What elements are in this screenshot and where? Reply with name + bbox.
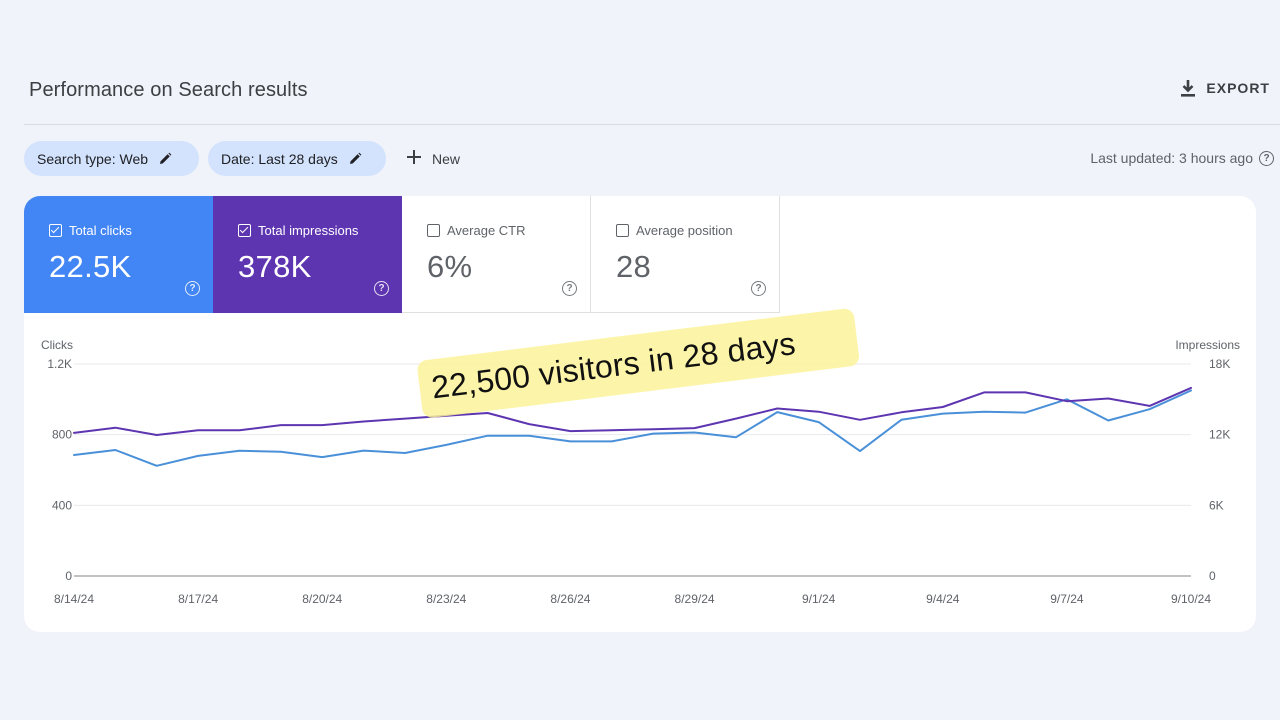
pencil-icon <box>158 152 172 166</box>
help-icon[interactable]: ? <box>185 281 200 296</box>
left-tick-label: 800 <box>52 428 72 442</box>
export-button[interactable]: EXPORT <box>1180 79 1270 97</box>
left-axis-title: Clicks <box>41 338 73 352</box>
metric-label-row: Total impressions <box>238 223 358 238</box>
right-axis-title: Impressions <box>1175 338 1240 352</box>
metric-label: Average position <box>636 223 733 238</box>
download-icon <box>1180 79 1196 97</box>
metric-label: Average CTR <box>447 223 526 238</box>
left-tick-label: 1.2K <box>47 357 72 371</box>
right-tick-label: 6K <box>1209 498 1224 512</box>
filter-row: Search type: Web Date: Last 28 days <box>24 141 1280 176</box>
x-tick-label: 9/10/24 <box>1171 592 1211 606</box>
search-type-chip[interactable]: Search type: Web <box>24 141 199 176</box>
metric-value: 378K <box>238 249 312 284</box>
page-title: Performance on Search results <box>29 79 308 101</box>
metric-average-position[interactable]: Average position 28 ? <box>591 196 780 313</box>
x-tick-label: 8/20/24 <box>302 592 342 606</box>
metric-total-impressions[interactable]: Total impressions 378K ? <box>213 196 402 313</box>
right-tick-label: 18K <box>1209 357 1230 371</box>
page-header: Performance on Search results EXPORT <box>24 62 1280 125</box>
last-updated-text: Last updated: 3 hours ago <box>1090 150 1253 166</box>
right-tick-label: 12K <box>1209 428 1230 442</box>
metric-average-ctr[interactable]: Average CTR 6% ? <box>402 196 591 313</box>
x-tick-label: 9/4/24 <box>926 592 960 606</box>
x-tick-label: 8/26/24 <box>550 592 590 606</box>
performance-card: Total clicks 22.5K ? Total impressions 3… <box>24 196 1256 632</box>
metric-total-clicks[interactable]: Total clicks 22.5K ? <box>24 196 213 313</box>
x-tick-label: 8/14/24 <box>54 592 94 606</box>
last-updated: Last updated: 3 hours ago ? <box>1090 150 1274 166</box>
help-icon[interactable]: ? <box>374 281 389 296</box>
left-tick-label: 0 <box>65 569 72 583</box>
metric-label-row: Average CTR <box>427 223 526 238</box>
plus-icon <box>406 149 422 168</box>
metric-label-row: Total clicks <box>49 223 132 238</box>
x-tick-label: 9/1/24 <box>802 592 836 606</box>
series-line-impressions <box>73 386 1192 436</box>
metric-label-row: Average position <box>616 223 733 238</box>
pencil-icon <box>348 152 362 166</box>
new-filter-label: New <box>432 150 461 167</box>
left-tick-label: 400 <box>52 498 72 512</box>
metric-value: 22.5K <box>49 249 132 284</box>
date-range-label: Date: Last 28 days <box>221 150 338 167</box>
help-icon[interactable]: ? <box>562 281 577 296</box>
metric-label: Total clicks <box>69 223 132 238</box>
right-tick-label: 0 <box>1209 569 1216 583</box>
checkbox-checked-icon[interactable] <box>49 224 62 237</box>
checkbox-checked-icon[interactable] <box>238 224 251 237</box>
metric-value: 6% <box>427 249 473 284</box>
x-tick-label: 9/7/24 <box>1050 592 1084 606</box>
search-type-label: Search type: Web <box>37 150 149 167</box>
metric-label: Total impressions <box>258 223 359 238</box>
help-icon[interactable]: ? <box>1259 150 1274 166</box>
checkbox-icon[interactable] <box>616 224 629 237</box>
help-icon[interactable]: ? <box>751 281 766 296</box>
x-tick-label: 8/29/24 <box>675 592 715 606</box>
series-line-clicks <box>73 389 1192 467</box>
x-tick-label: 8/23/24 <box>426 592 466 606</box>
checkbox-icon[interactable] <box>427 224 440 237</box>
date-range-chip[interactable]: Date: Last 28 days <box>208 141 386 176</box>
metric-value: 28 <box>616 249 652 284</box>
x-tick-label: 8/17/24 <box>178 592 218 606</box>
export-label: EXPORT <box>1206 80 1270 96</box>
performance-chart: 0 0 400 6K 800 12K 1.2K 18K 8/14/24 8/17/24 8/20/2… <box>47 357 1230 606</box>
new-filter-button[interactable]: New <box>406 141 460 176</box>
